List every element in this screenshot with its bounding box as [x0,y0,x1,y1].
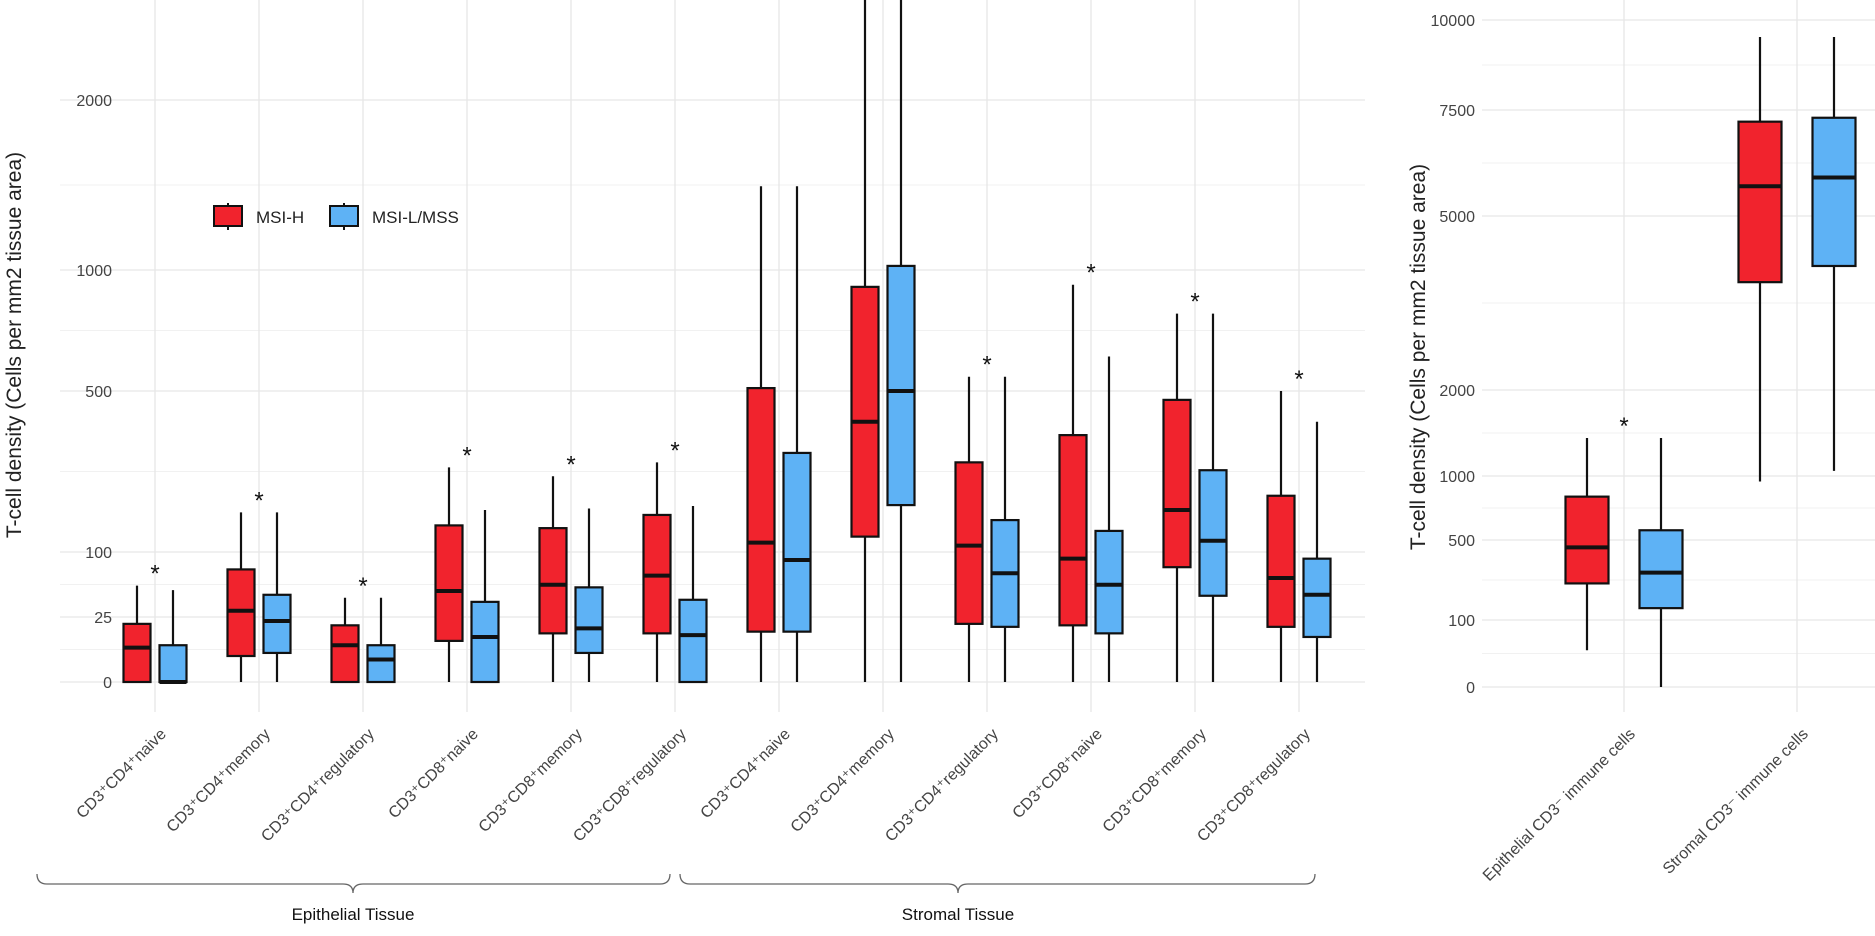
y-tick-label: 5000 [1439,209,1475,226]
box-msi-h-stromal-cd-immune-cells-1 [1737,120,1783,284]
x-tick-label: Epithelial CD3⁻ immune cells [1480,726,1639,885]
x-tick-label: CD3⁺CD4⁺regulatory [882,726,1002,846]
box-msi-l-cd-cd-memory-4 [574,586,604,655]
y-tick-label: 0 [1466,680,1475,697]
x-tick-label: CD3⁺CD8⁺regulatory [1194,726,1314,846]
y-tick-label: 25 [94,610,112,627]
x-tick-label: Stromal CD3⁻ immune cells [1660,726,1812,878]
y-tick-label: 2000 [1439,383,1475,400]
y-tick-label: 2000 [76,93,112,110]
y-tick-label: 7500 [1439,103,1475,120]
significance-star: * [566,451,575,478]
box-msi-l-cd-cd-naive-3 [470,600,500,684]
box-msi-l-cd-cd-naive-9 [1094,529,1124,635]
significance-star: * [254,487,263,514]
x-tick-label: CD3⁺CD4⁺memory [788,726,898,836]
legend-swatch-msi-l [329,205,359,227]
y-axis-label-left: T-cell density (Cells per mm2 tissue are… [3,152,26,538]
y-tick-label: 500 [1448,533,1475,550]
panel-epithelial-stromal-subsets: 0 25 100 500 1000 2000 * CD3⁺CD4⁺naive * CD3⁺CD4⁺… [60,0,1365,845]
x-tick-label: CD3⁺CD8⁺regulatory [570,726,690,846]
y-tick-label: 0 [103,675,112,692]
y-tick-label: 1000 [1439,469,1475,486]
box-msi-h-epithelial-cd-immune-cells-0 [1564,495,1610,585]
box-msi-h-cd-cd-naive-3 [434,524,464,642]
y-tick-label: 100 [85,545,112,562]
significance-star: * [1619,413,1628,440]
panel-cd3-negative-immune-cells: 0 100 500 1000 2000 5000 7500 10000 * Epithelial … [1431,0,1875,885]
y-tick-label: 1000 [76,263,112,280]
legend-label-msi-l: MSI-L/MSS [372,208,459,227]
x-tick-label: CD3⁺CD4⁺naive [74,726,170,822]
significance-star: * [1086,260,1095,287]
box-msi-h-cd-cd-naive-0 [122,622,152,684]
x-tick-label: CD3⁺CD4⁺memory [164,726,274,836]
box-msi-l-cd-cd-regulatory-5 [678,598,708,684]
box-msi-h-cd-cd-memory-4 [538,527,568,635]
box-msi-h-cd-cd-memory-10 [1162,398,1192,569]
box-msi-l-cd-cd-memory-1 [262,593,292,655]
box-msi-h-cd-cd-naive-6 [746,386,776,633]
box-msi-h-cd-cd-memory-7 [850,285,880,538]
significance-star: * [1190,289,1199,316]
x-tick-label: CD3⁺CD4⁺regulatory [258,726,378,846]
legend-label-msi-h: MSI-H [256,208,304,227]
box-msi-h-cd-cd-regulatory-11 [1266,494,1296,628]
box-msi-l-stromal-cd-immune-cells-1 [1811,116,1857,268]
legend: MSI-H MSI-L/MSS [213,203,459,230]
y-tick-label: 100 [1448,613,1475,630]
y-tick-label: 10000 [1431,13,1476,30]
group-bracket-stromal: Stromal Tissue [679,873,1316,924]
legend-swatch-msi-h [213,205,243,227]
box-msi-h-cd-cd-naive-9 [1058,434,1088,627]
box-msi-l-epithelial-cd-immune-cells-0 [1638,529,1684,610]
box-msi-h-cd-cd-regulatory-8 [954,461,984,625]
box-msi-h-cd-cd-regulatory-2 [330,624,360,684]
significance-star: * [1294,366,1303,393]
x-tick-label: CD3⁺CD8⁺naive [1010,726,1106,822]
significance-star: * [982,352,991,379]
significance-star: * [150,561,159,588]
significance-star: * [670,437,679,464]
x-tick-label: CD3⁺CD8⁺naive [386,726,482,822]
x-tick-label: CD3⁺CD4⁺naive [698,726,794,822]
box-msi-l-cd-cd-memory-7 [886,264,916,507]
group-label-stromal: Stromal Tissue [902,905,1014,924]
box-msi-l-cd-cd-regulatory-11 [1302,557,1332,639]
y-axis-label-right: T-cell density (Cells per mm2 tissue are… [1407,164,1430,550]
box-msi-l-cd-cd-memory-10 [1198,469,1228,597]
x-tick-label: CD3⁺CD8⁺memory [1100,726,1210,836]
significance-star: * [462,442,471,469]
group-bracket-epithelial: Epithelial Tissue [36,873,671,924]
box-msi-l-cd-cd-naive-6 [782,451,812,633]
x-tick-label: CD3⁺CD8⁺memory [476,726,586,836]
box-msi-l-cd-cd-regulatory-2 [366,644,396,684]
y-tick-label: 500 [85,384,112,401]
box-msi-l-cd-cd-naive-0 [158,644,188,684]
significance-star: * [358,573,367,600]
group-label-epithelial: Epithelial Tissue [292,905,415,924]
